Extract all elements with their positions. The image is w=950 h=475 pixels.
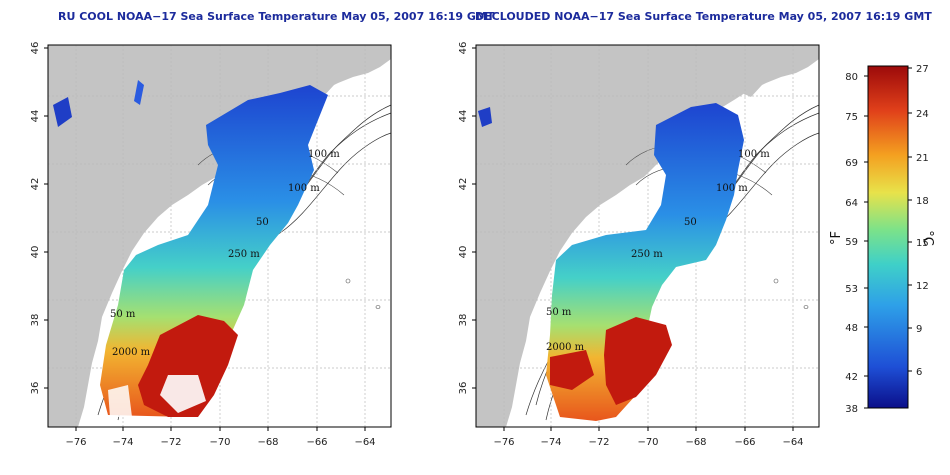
contour-label: 2000 m <box>546 342 585 353</box>
celsius-tick: 24 <box>916 109 929 120</box>
celsius-tick: 6 <box>916 367 922 378</box>
lon-tick-label: −68 <box>685 437 706 448</box>
lat-tick-label: 40 <box>458 246 469 259</box>
contour-label: 100 m <box>308 149 340 160</box>
fahrenheit-tick: 64 <box>845 198 858 209</box>
contour-label: 50 <box>684 217 697 228</box>
fahrenheit-unit-label: °F <box>829 231 844 245</box>
lon-tick-label: −70 <box>637 437 658 448</box>
lon-tick-label: −76 <box>65 437 86 448</box>
contour-label: 50 m <box>546 307 572 318</box>
lon-tick-label: −70 <box>209 437 230 448</box>
lat-tick-label: 40 <box>30 246 41 259</box>
celsius-tick: 15 <box>916 238 929 249</box>
warm-core-right-b <box>550 350 594 390</box>
contour-label: 50 <box>256 217 269 228</box>
fahrenheit-tick: 38 <box>845 404 858 415</box>
contour-label: 100 m <box>288 183 320 194</box>
lon-tick-label: −72 <box>160 437 181 448</box>
celsius-tick: 27 <box>916 64 929 75</box>
fahrenheit-tick: 69 <box>845 158 858 169</box>
sst-swath-left <box>100 85 328 417</box>
sst-patch-left <box>53 97 72 127</box>
lat-axis-left: 46 44 42 40 38 36 <box>30 42 48 395</box>
lon-axis-right: −76 −74 −72 −70 −68 −66 −64 <box>493 427 804 448</box>
fahrenheit-tick: 42 <box>845 372 858 383</box>
lon-tick-label: −74 <box>112 437 133 448</box>
fahrenheit-tick: 80 <box>845 72 858 83</box>
lat-tick-label: 42 <box>458 178 469 191</box>
celsius-tick: 12 <box>916 281 929 292</box>
fahrenheit-tick: 75 <box>845 112 858 123</box>
lat-tick-label: 44 <box>30 110 41 123</box>
contour-label: 250 m <box>631 249 663 260</box>
celsius-scale: 27 24 21 18 15 12 9 6 <box>908 64 929 378</box>
lat-tick-label: 38 <box>458 314 469 327</box>
fahrenheit-tick: 48 <box>845 323 858 334</box>
contour-label: 2000 m <box>112 347 151 358</box>
lat-tick-label: 36 <box>458 382 469 395</box>
lon-axis-left: −76 −74 −72 −70 −68 −66 −64 <box>65 427 376 448</box>
map-title-right: DECLOUDED NOAA−17 Sea Surface Temperatur… <box>475 10 932 23</box>
fahrenheit-tick: 53 <box>845 284 858 295</box>
celsius-unit-label: °C <box>920 230 935 246</box>
celsius-tick: 9 <box>916 324 922 335</box>
lat-tick-label: 42 <box>30 178 41 191</box>
lon-tick-label: −74 <box>540 437 561 448</box>
fahrenheit-scale: 80 75 69 64 59 53 48 42 38 <box>845 72 868 415</box>
lat-axis-right: 46 44 42 40 38 36 <box>458 42 476 395</box>
contour-label: 250 m <box>228 249 260 260</box>
lat-tick-label: 36 <box>30 382 41 395</box>
map-right: 100 m 100 m 50 250 m 50 m 2000 m 46 44 4… <box>458 42 820 448</box>
contour-label: 100 m <box>716 183 748 194</box>
lon-tick-label: −66 <box>734 437 755 448</box>
map-title-left: RU COOL NOAA−17 Sea Surface Temperature … <box>58 10 495 23</box>
lat-tick-label: 44 <box>458 110 469 123</box>
colorbar-gradient <box>867 65 909 409</box>
map-left: 100 m 100 m 50 250 m 50 m 2000 m 46 44 4… <box>30 42 392 448</box>
lon-tick-label: −66 <box>306 437 327 448</box>
warm-core-right-a <box>604 317 672 405</box>
celsius-tick: 18 <box>916 196 929 207</box>
lon-tick-label: −76 <box>493 437 514 448</box>
lon-tick-label: −72 <box>588 437 609 448</box>
cloud-gap-left-2 <box>108 385 132 417</box>
sst-swath-right <box>546 103 744 421</box>
colorbar: 80 75 69 64 59 53 48 42 38 °F 27 24 21 1… <box>829 64 935 415</box>
lat-tick-label: 38 <box>30 314 41 327</box>
contour-label: 50 m <box>110 309 136 320</box>
sst-patch-right <box>478 107 492 127</box>
celsius-tick: 21 <box>916 153 929 164</box>
fahrenheit-tick: 59 <box>845 237 858 248</box>
lon-tick-label: −64 <box>354 437 375 448</box>
cloud-gap-left <box>160 375 206 413</box>
lat-tick-label: 46 <box>458 42 469 55</box>
contour-label: 100 m <box>738 149 770 160</box>
lon-tick-label: −68 <box>257 437 278 448</box>
sst-patch-left-2 <box>134 80 144 105</box>
lat-tick-label: 46 <box>30 42 41 55</box>
lon-tick-label: −64 <box>782 437 803 448</box>
